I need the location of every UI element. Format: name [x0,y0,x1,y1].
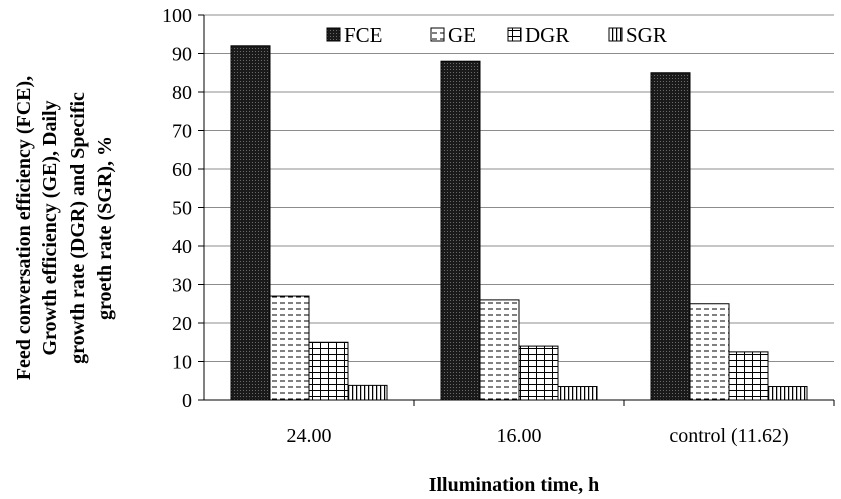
y-tick-label-60: 60 [172,159,192,181]
bar-dgr-2 [728,351,769,401]
legend-swatch-sgr [608,27,623,42]
axes [203,15,834,401]
y-tick-label-10: 10 [172,352,192,374]
legend-swatch-fce [326,27,341,42]
bar-sgr-0 [347,384,388,401]
bar-fce-0 [230,45,271,401]
y-tick-label-20: 20 [172,313,192,335]
y-tick-label-80: 80 [172,82,192,104]
legend: FCE GE DGR SGR [326,23,667,47]
bar-dgr-0 [308,341,349,401]
y-tick-label-100: 100 [162,5,192,27]
bar-ge-1 [479,299,520,401]
y-axis-ticks: 0 10 20 30 40 50 60 70 80 90 100 [162,5,204,412]
y-axis-title-line-0: Feed conversation efficiency (FCE), [13,76,35,380]
y-axis-title-line-1: Growth efficiency (GE), Daily [39,100,61,355]
bar-ge-0 [269,295,310,401]
legend-label-ge: GE [448,23,476,47]
y-axis-title-line-2: growth rate (DGR) and Specific [67,92,89,364]
legend-label-fce: FCE [344,23,383,47]
x-category-label-0: 24.00 [287,425,332,447]
y-tick-label-70: 70 [172,121,192,143]
x-axis-title: Illumination time, h [429,474,600,496]
y-axis-title: Feed conversation efficiency (FCE), Growt… [13,76,116,380]
x-axis-categories: 24.00 16.00 control (11.62) [287,400,835,447]
legend-label-sgr: SGR [626,23,667,47]
y-tick-label-50: 50 [172,198,192,220]
bars [230,45,808,401]
bar-sgr-1 [557,386,598,401]
bar-sgr-2 [767,386,808,401]
legend-label-dgr: DGR [525,23,569,47]
y-tick-label-0: 0 [182,390,192,412]
legend-swatch-dgr [507,27,522,42]
legend-swatch-ge [430,27,445,42]
x-category-label-2: control (11.62) [669,425,788,447]
bar-dgr-1 [518,345,559,401]
bar-fce-1 [440,60,481,401]
y-tick-label-90: 90 [172,44,192,66]
y-tick-label-40: 40 [172,236,192,258]
bar-ge-2 [689,303,730,401]
y-tick-label-30: 30 [172,275,192,297]
y-axis-title-line-3: groeth rate (SGR), % [94,136,116,320]
bar-fce-2 [650,72,691,401]
x-category-label-1: 16.00 [497,425,542,447]
